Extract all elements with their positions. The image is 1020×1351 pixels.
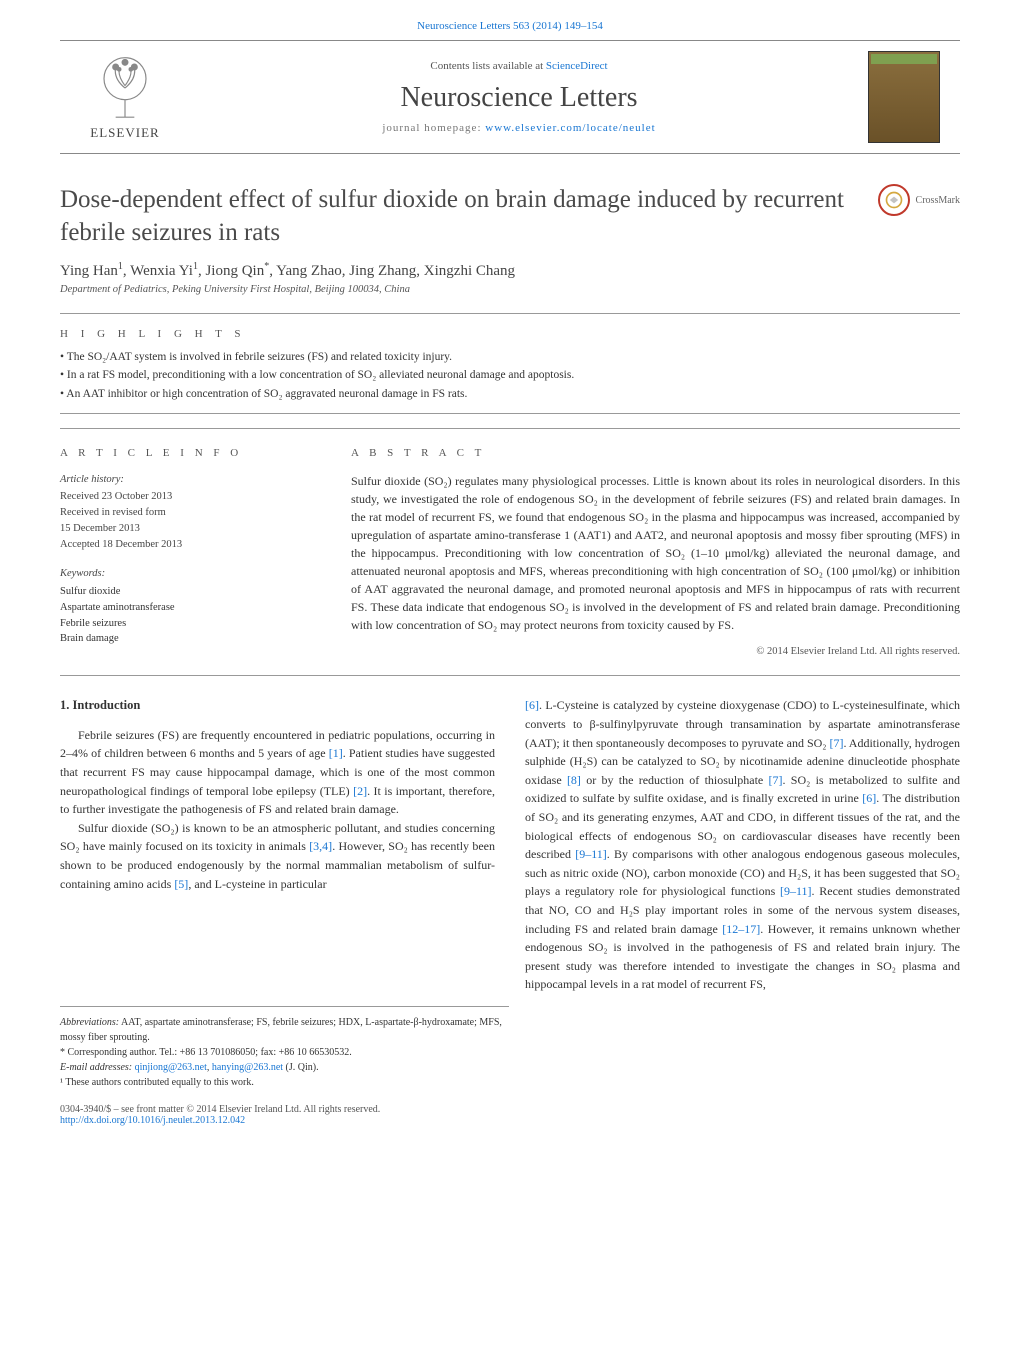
keyword: Aspartate aminotransferase — [60, 600, 321, 616]
highlights-label: H I G H L I G H T S — [60, 328, 960, 340]
masthead: ELSEVIER Contents lists available at Sci… — [60, 40, 960, 154]
running-head: Neuroscience Letters 563 (2014) 149–154 — [0, 0, 1020, 40]
ref-link[interactable]: [7] — [829, 736, 843, 750]
author-list: Ying Han1, Wenxia Yi1, Jiong Qin*, Yang … — [60, 261, 960, 280]
equal-contribution: ¹ These authors contributed equally to t… — [60, 1075, 509, 1090]
article-info-column: A R T I C L E I N F O Article history: R… — [60, 445, 321, 659]
abbrev-text: AAT, aspartate aminotransferase; FS, feb… — [60, 1017, 502, 1043]
ref-link[interactable]: [3,4] — [309, 839, 332, 853]
ref-link[interactable]: [5] — [174, 877, 188, 891]
journal-homepage: journal homepage: www.elsevier.com/locat… — [170, 122, 868, 134]
keyword: Brain damage — [60, 631, 321, 647]
homepage-prefix: journal homepage: — [382, 122, 485, 134]
email-line: E-mail addresses: qinjiong@263.net, hany… — [60, 1060, 509, 1075]
publisher-name: ELSEVIER — [90, 125, 159, 141]
ref-link[interactable]: [1] — [329, 746, 343, 760]
article-title: Dose-dependent effect of sulfur dioxide … — [60, 184, 878, 249]
keyword: Sulfur dioxide — [60, 584, 321, 600]
crossmark-label: CrossMark — [916, 195, 960, 206]
history-line: 15 December 2013 — [60, 521, 321, 537]
divider — [60, 413, 960, 414]
intro-heading: 1. Introduction — [60, 696, 495, 715]
history-line: Received in revised form — [60, 505, 321, 521]
body-col-left: 1. Introduction Febrile seizures (FS) ar… — [60, 696, 495, 994]
email-link-2[interactable]: hanying@263.net — [212, 1062, 283, 1073]
doi-link[interactable]: http://dx.doi.org/10.1016/j.neulet.2013.… — [60, 1115, 245, 1126]
crossmark-icon — [884, 190, 904, 210]
body-paragraph: [6]. L-Cysteine is catalyzed by cysteine… — [525, 696, 960, 994]
highlights-list: The SO₂/AAT system is involved in febril… — [60, 348, 960, 403]
highlight-item: In a rat FS model, preconditioning with … — [60, 366, 960, 384]
ref-link[interactable]: [9–11] — [575, 847, 607, 861]
email-link-1[interactable]: qinjiong@263.net — [135, 1062, 207, 1073]
ref-link[interactable]: [8] — [567, 773, 581, 787]
homepage-link[interactable]: www.elsevier.com/locate/neulet — [485, 122, 655, 134]
body-paragraph: Febrile seizures (FS) are frequently enc… — [60, 726, 495, 819]
history-line: Received 23 October 2013 — [60, 489, 321, 505]
ref-link[interactable]: [6] — [525, 698, 539, 712]
sciencedirect-link[interactable]: ScienceDirect — [546, 60, 608, 72]
footnotes: Abbreviations: AAT, aspartate aminotrans… — [60, 1006, 509, 1090]
highlight-item: An AAT inhibitor or high concentration o… — [60, 385, 960, 403]
contents-prefix: Contents lists available at — [430, 60, 545, 72]
divider — [60, 313, 960, 314]
ref-link[interactable]: [6] — [862, 791, 876, 805]
body-paragraph: Sulfur dioxide (SO₂) is known to be an a… — [60, 819, 495, 893]
keyword: Febrile seizures — [60, 616, 321, 632]
journal-title: Neuroscience Letters — [170, 82, 868, 114]
abbrev-label: Abbreviations: — [60, 1017, 119, 1028]
abstract-label: A B S T R A C T — [351, 445, 960, 462]
elsevier-tree-icon — [90, 53, 160, 123]
crossmark-badge[interactable]: CrossMark — [878, 184, 960, 216]
footer: 0304-3940/$ – see front matter © 2014 El… — [60, 1104, 960, 1126]
ref-link[interactable]: [2] — [353, 784, 367, 798]
history-line: Accepted 18 December 2013 — [60, 537, 321, 553]
contents-available: Contents lists available at ScienceDirec… — [170, 60, 868, 72]
ref-link[interactable]: [9–11] — [780, 884, 812, 898]
body-col-right: [6]. L-Cysteine is catalyzed by cysteine… — [525, 696, 960, 994]
ref-link[interactable]: [7] — [769, 773, 783, 787]
body-columns: 1. Introduction Febrile seizures (FS) ar… — [60, 696, 960, 994]
abstract-copyright: © 2014 Elsevier Ireland Ltd. All rights … — [351, 644, 960, 660]
affiliation: Department of Pediatrics, Peking Univers… — [60, 284, 960, 295]
highlight-item: The SO₂/AAT system is involved in febril… — [60, 348, 960, 366]
front-matter-line: 0304-3940/$ – see front matter © 2014 El… — [60, 1104, 960, 1115]
article-info-label: A R T I C L E I N F O — [60, 445, 321, 462]
ref-link[interactable]: [12–17] — [722, 922, 760, 936]
email-label: E-mail addresses: — [60, 1062, 135, 1073]
abstract-column: A B S T R A C T Sulfur dioxide (SO₂) reg… — [351, 445, 960, 659]
corresponding-author: * Corresponding author. Tel.: +86 13 701… — [60, 1045, 509, 1060]
email-suffix: (J. Qin). — [283, 1062, 319, 1073]
article-history-label: Article history: — [60, 472, 321, 488]
abstract-text: Sulfur dioxide (SO₂) regulates many phys… — [351, 472, 960, 634]
masthead-center: Contents lists available at ScienceDirec… — [170, 60, 868, 134]
keywords-label: Keywords: — [60, 566, 321, 582]
journal-cover-thumb — [868, 51, 940, 143]
abbreviations-line: Abbreviations: AAT, aspartate aminotrans… — [60, 1015, 509, 1045]
citation-link[interactable]: Neuroscience Letters 563 (2014) 149–154 — [417, 20, 603, 32]
publisher-logo: ELSEVIER — [80, 53, 170, 141]
